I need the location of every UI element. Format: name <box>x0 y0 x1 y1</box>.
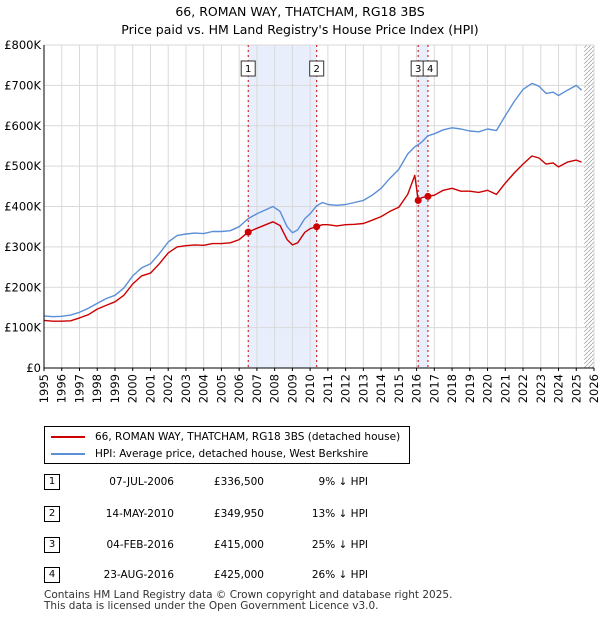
x-tick-label: 2002 <box>161 374 175 403</box>
transaction-date: 23-AUG-2016 <box>103 569 174 581</box>
transaction-price: £336,500 <box>213 476 264 488</box>
sale-point <box>414 196 422 204</box>
sale-number-box <box>309 60 325 77</box>
legend-swatch-hpi <box>51 453 85 455</box>
sale-number-box <box>422 60 438 77</box>
x-tick-label: 2014 <box>374 374 388 403</box>
transaction-date: 07-JUL-2006 <box>109 476 174 488</box>
title-line-2: Price paid vs. HM Land Registry's House … <box>121 22 479 37</box>
y-tick-label: £500K <box>4 159 41 173</box>
x-tick-label: 2010 <box>303 374 317 403</box>
footer-line-1: Contains HM Land Registry data © Crown c… <box>44 589 453 601</box>
legend-item-hpi: HPI: Average price, detached house, West… <box>51 446 368 462</box>
x-tick-label: 2003 <box>179 374 193 403</box>
x-tick-label: 2016 <box>410 374 424 403</box>
transaction-hpi-diff: 9% ↓ HPI <box>318 476 368 488</box>
x-tick-label: 2011 <box>321 374 335 403</box>
x-tick-label: 2007 <box>250 374 264 403</box>
x-tick-label: 2009 <box>285 374 299 403</box>
x-tick-label: 2000 <box>126 374 140 403</box>
x-tick-label: 2019 <box>463 374 477 403</box>
title-line-1: 66, ROMAN WAY, THATCHAM, RG18 3BS <box>175 4 425 19</box>
x-tick-label: 2022 <box>516 374 530 403</box>
y-tick-label: £700K <box>4 78 41 92</box>
legend-label-hpi: HPI: Average price, detached house, West… <box>95 448 369 460</box>
transaction-marker: 2 <box>44 506 60 522</box>
transaction-hpi-diff: 26% ↓ HPI <box>311 569 368 581</box>
sale-number-label: 1 <box>245 64 251 75</box>
chart-title: 66, ROMAN WAY, THATCHAM, RG18 3BS Price … <box>0 3 600 39</box>
legend-swatch-property <box>51 436 85 438</box>
copyright-footer: Contains HM Land Registry data © Crown c… <box>44 590 452 612</box>
x-tick-label: 2015 <box>392 374 406 403</box>
sale-point <box>424 192 432 200</box>
transaction-marker: 1 <box>44 474 60 490</box>
x-tick-label: 2001 <box>143 374 157 403</box>
x-tick-label: 2018 <box>445 374 459 403</box>
x-tick-label: 2024 <box>552 374 566 403</box>
x-tick-label: 2021 <box>498 374 512 403</box>
x-tick-label: 2025 <box>569 374 583 403</box>
legend-item-property: 66, ROMAN WAY, THATCHAM, RG18 3BS (detac… <box>51 429 400 445</box>
series-line-hpi <box>43 82 583 318</box>
y-tick-label: £400K <box>4 200 41 214</box>
sale-number-label: 2 <box>314 64 320 75</box>
x-tick-label: 2012 <box>339 374 353 403</box>
x-tick-label: 2013 <box>356 374 370 403</box>
transaction-marker: 3 <box>44 537 60 553</box>
x-tick-label: 2008 <box>268 374 282 403</box>
sale-point <box>244 228 252 236</box>
y-tick-label: £200K <box>4 280 41 294</box>
transaction-price: £349,950 <box>213 508 264 520</box>
sale-number-label: 3 <box>415 64 421 75</box>
x-tick-label: 2004 <box>197 374 211 403</box>
y-tick-label: £0 <box>26 361 41 375</box>
sale-number-box <box>240 60 256 77</box>
y-tick-label: £800K <box>4 38 41 52</box>
legend-label-property: 66, ROMAN WAY, THATCHAM, RG18 3BS (detac… <box>95 431 401 443</box>
y-tick-label: £600K <box>4 119 41 133</box>
sale-number-label: 4 <box>427 64 433 75</box>
chart-legend: 66, ROMAN WAY, THATCHAM, RG18 3BS (detac… <box>44 426 410 464</box>
x-tick-label: 2020 <box>481 374 495 403</box>
x-tick-label: 1997 <box>72 374 86 403</box>
x-tick-label: 2005 <box>214 374 228 403</box>
y-tick-label: £100K <box>4 321 41 335</box>
x-tick-label: 2023 <box>534 374 548 403</box>
transaction-price: £425,000 <box>213 569 264 581</box>
footer-line-2: This data is licensed under the Open Gov… <box>44 600 379 612</box>
x-tick-label: 2006 <box>232 374 246 403</box>
transaction-hpi-diff: 13% ↓ HPI <box>311 508 368 520</box>
sale-point <box>313 223 321 231</box>
x-tick-label: 1998 <box>90 374 104 403</box>
x-tick-label: 2026 <box>587 374 600 403</box>
x-tick-label: 1999 <box>108 374 122 403</box>
transaction-price: £415,000 <box>213 539 264 551</box>
price-chart: 1 2 3 4 £0 £100K £200K £300K £400K £500K £600K £700… <box>4 38 600 403</box>
transaction-date: 14-MAY-2010 <box>105 508 174 520</box>
x-tick-label: 1995 <box>37 374 51 403</box>
transaction-marker: 4 <box>44 567 60 583</box>
transaction-hpi-diff: 25% ↓ HPI <box>311 539 368 551</box>
transaction-date: 04-FEB-2016 <box>106 539 174 551</box>
x-tick-label: 1996 <box>55 374 69 403</box>
x-tick-label: 2017 <box>427 374 441 403</box>
y-tick-label: £300K <box>4 240 41 254</box>
